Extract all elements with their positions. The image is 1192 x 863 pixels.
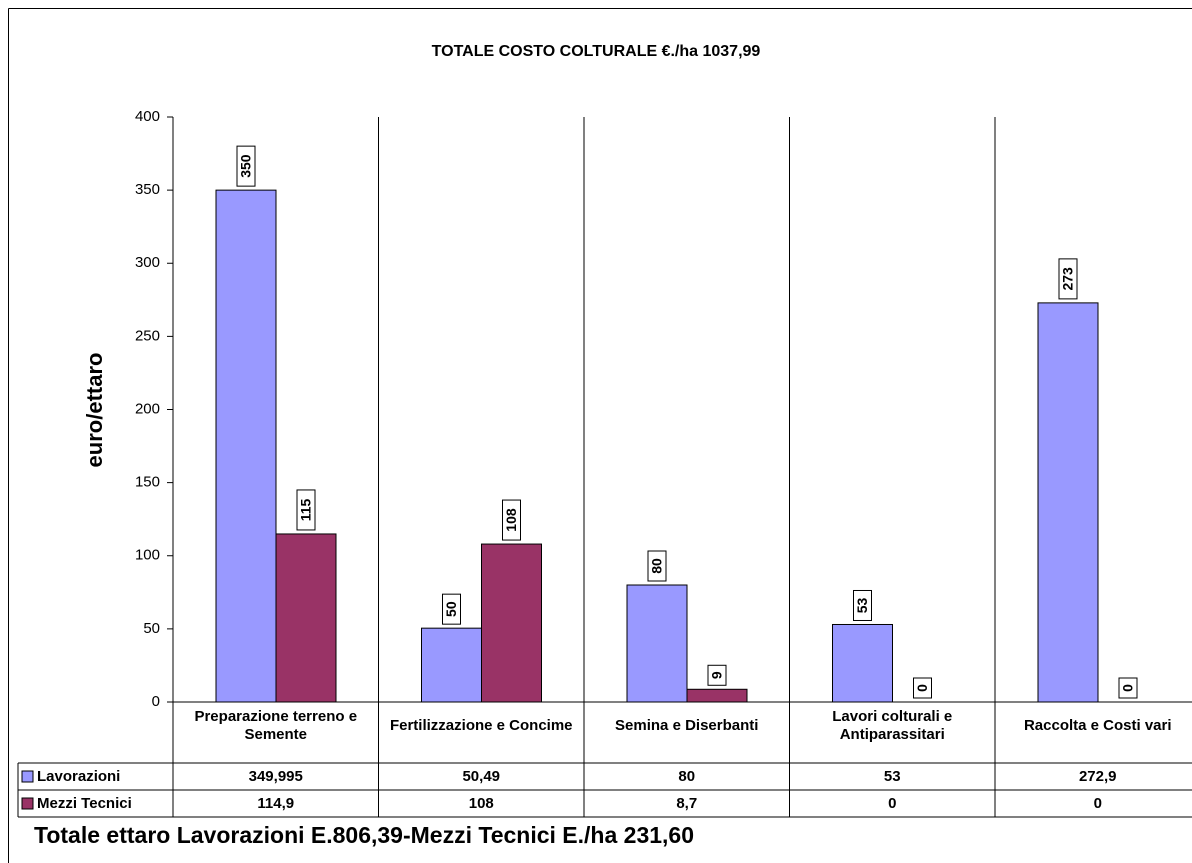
y-tick-label: 150: [135, 474, 160, 491]
bar: [686, 688, 748, 703]
data-label: 0: [914, 684, 930, 692]
y-tick-label: 100: [135, 547, 160, 564]
table-cell: 80: [678, 768, 695, 785]
x-tick-label: Raccolta e Costi vari: [1023, 717, 1172, 734]
table-cell: 53: [884, 768, 901, 785]
data-label: 80: [649, 558, 665, 574]
data-label-box: [442, 593, 461, 625]
legend-label: Mezzi Tecnici: [37, 795, 132, 812]
bar: [626, 584, 688, 703]
x-tick-label: Fertilizzazione e Concime: [389, 717, 573, 734]
bar: [1037, 302, 1099, 703]
table-cell: 0: [1094, 795, 1102, 812]
footer: Totale ettaro Lavorazioni E.806,39-Mezzi…: [34, 822, 694, 848]
data-label: 115: [298, 498, 314, 521]
table-cell: 50,49: [462, 768, 500, 785]
y-tick-label: 200: [135, 400, 160, 417]
table-cell: 8,7: [676, 795, 697, 812]
data-label-box: [913, 677, 932, 699]
legend-swatch: [21, 797, 34, 810]
y-axis-title: euro/ettaro: [82, 353, 107, 468]
bar: [832, 623, 893, 703]
data-label-box: [296, 489, 316, 531]
x-tick-label: Lavori colturali e Antiparassitari: [832, 708, 953, 743]
x-tick-label: Preparazione terreno e Semente: [194, 708, 358, 743]
chart-title: TOTALE COSTO COLTURALE €./ha 1037,99: [432, 43, 761, 60]
y-tick-label: 50: [143, 620, 160, 637]
data-label-box: [236, 145, 256, 187]
table-cell: 108: [469, 795, 494, 812]
table-cell: 0: [888, 795, 896, 812]
y-tick-label: 400: [135, 108, 160, 125]
table-cell: 114,9: [257, 795, 294, 812]
data-label: 350: [238, 154, 254, 178]
data-label: 273: [1060, 267, 1076, 291]
bar: [275, 533, 337, 703]
data-label: 108: [503, 508, 519, 532]
data-label: 0: [1120, 684, 1136, 692]
data-label: 50: [443, 601, 459, 617]
bar: [215, 189, 277, 703]
legend-swatch: [21, 770, 34, 783]
bar: [421, 627, 482, 703]
legend-label: Lavorazioni: [37, 768, 120, 785]
x-tick-label: Semina e Diserbanti: [615, 717, 759, 734]
data-label-box: [707, 664, 727, 686]
y-tick-label: 350: [135, 181, 160, 198]
data-label-box: [647, 550, 667, 582]
bar: [481, 543, 542, 703]
data-label-box: [853, 589, 872, 621]
data-label: 53: [854, 597, 870, 613]
y-tick-label: 300: [135, 254, 160, 271]
y-tick-label: 250: [135, 327, 160, 344]
table-cell: 349,995: [249, 768, 303, 785]
data-label-box: [1118, 677, 1138, 699]
y-tick-label: 0: [152, 693, 160, 710]
data-label: 9: [709, 671, 725, 679]
data-label-box: [502, 499, 521, 541]
table-cell: 272,9: [1079, 768, 1117, 785]
data-label-box: [1058, 258, 1078, 300]
